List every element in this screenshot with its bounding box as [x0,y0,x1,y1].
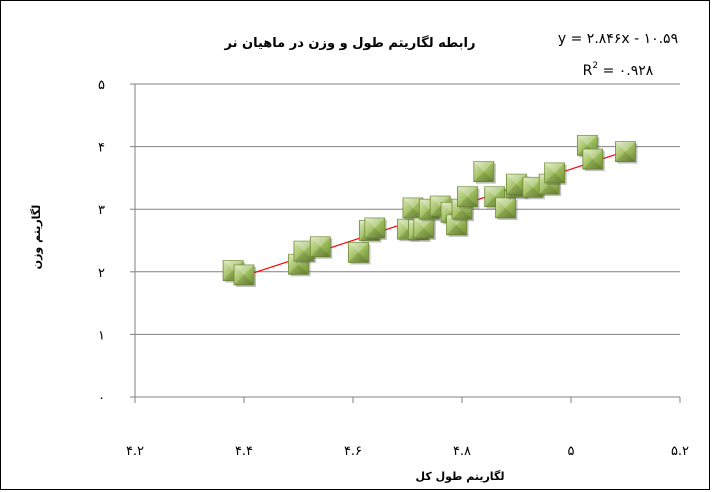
y-tick-label: ۴ [98,141,105,156]
x-tick-label: ۴.۲ [126,444,144,459]
tick-labels: ۰ ۱ ۲ ۳ ۴ ۵ ۴.۲ ۴.۴ ۴.۶ ۴.۸ ۵ ۵.۲ [98,78,689,459]
data-point [615,141,638,164]
data-point [364,217,387,240]
data-point [506,173,529,197]
x-tick-label: ۴.۶ [344,444,362,459]
y-tick-label: ۱ [98,328,105,343]
data-points [222,134,638,287]
data-point [582,148,605,172]
x-axis-title: لگاریتم طول کل [416,470,505,483]
y-tick-label: ۵ [98,78,105,93]
data-point [522,176,545,200]
r-squared-label: R2 = ۰.۹۲۸ [583,61,654,79]
y-tick-label: ۳ [98,203,105,218]
data-point [544,162,567,185]
trendline-equation-label: y = ۲.۸۴۶x - ۱۰.۵۹ [558,31,678,47]
data-point [473,161,496,184]
data-point [348,241,371,265]
r-squared-value: = ۰.۹۲۸ [598,63,654,79]
axes [130,83,681,403]
y-tick-label: ۲ [98,266,105,281]
chart-title: رابطه لگاریتم طول و وزن در ماهیان نر [223,35,475,51]
trendline-equation: y = ۲.۸۴۶x - ۱۰.۵۹ R2 = ۰.۹۲۸ [558,31,678,79]
x-tick-label: ۴.۸ [453,444,471,459]
data-point [413,217,436,240]
data-point [457,186,480,209]
y-axis-title: لگاریتم وزن [30,205,43,270]
data-point [309,236,333,259]
r-squared-symbol: R [583,63,593,79]
data-point [495,197,518,220]
data-point [233,264,256,287]
x-tick-label: ۵ [568,444,575,459]
x-tick-label: ۴.۴ [235,444,253,459]
x-tick-label: ۵.۲ [671,444,689,459]
y-tick-label: ۰ [98,391,105,406]
